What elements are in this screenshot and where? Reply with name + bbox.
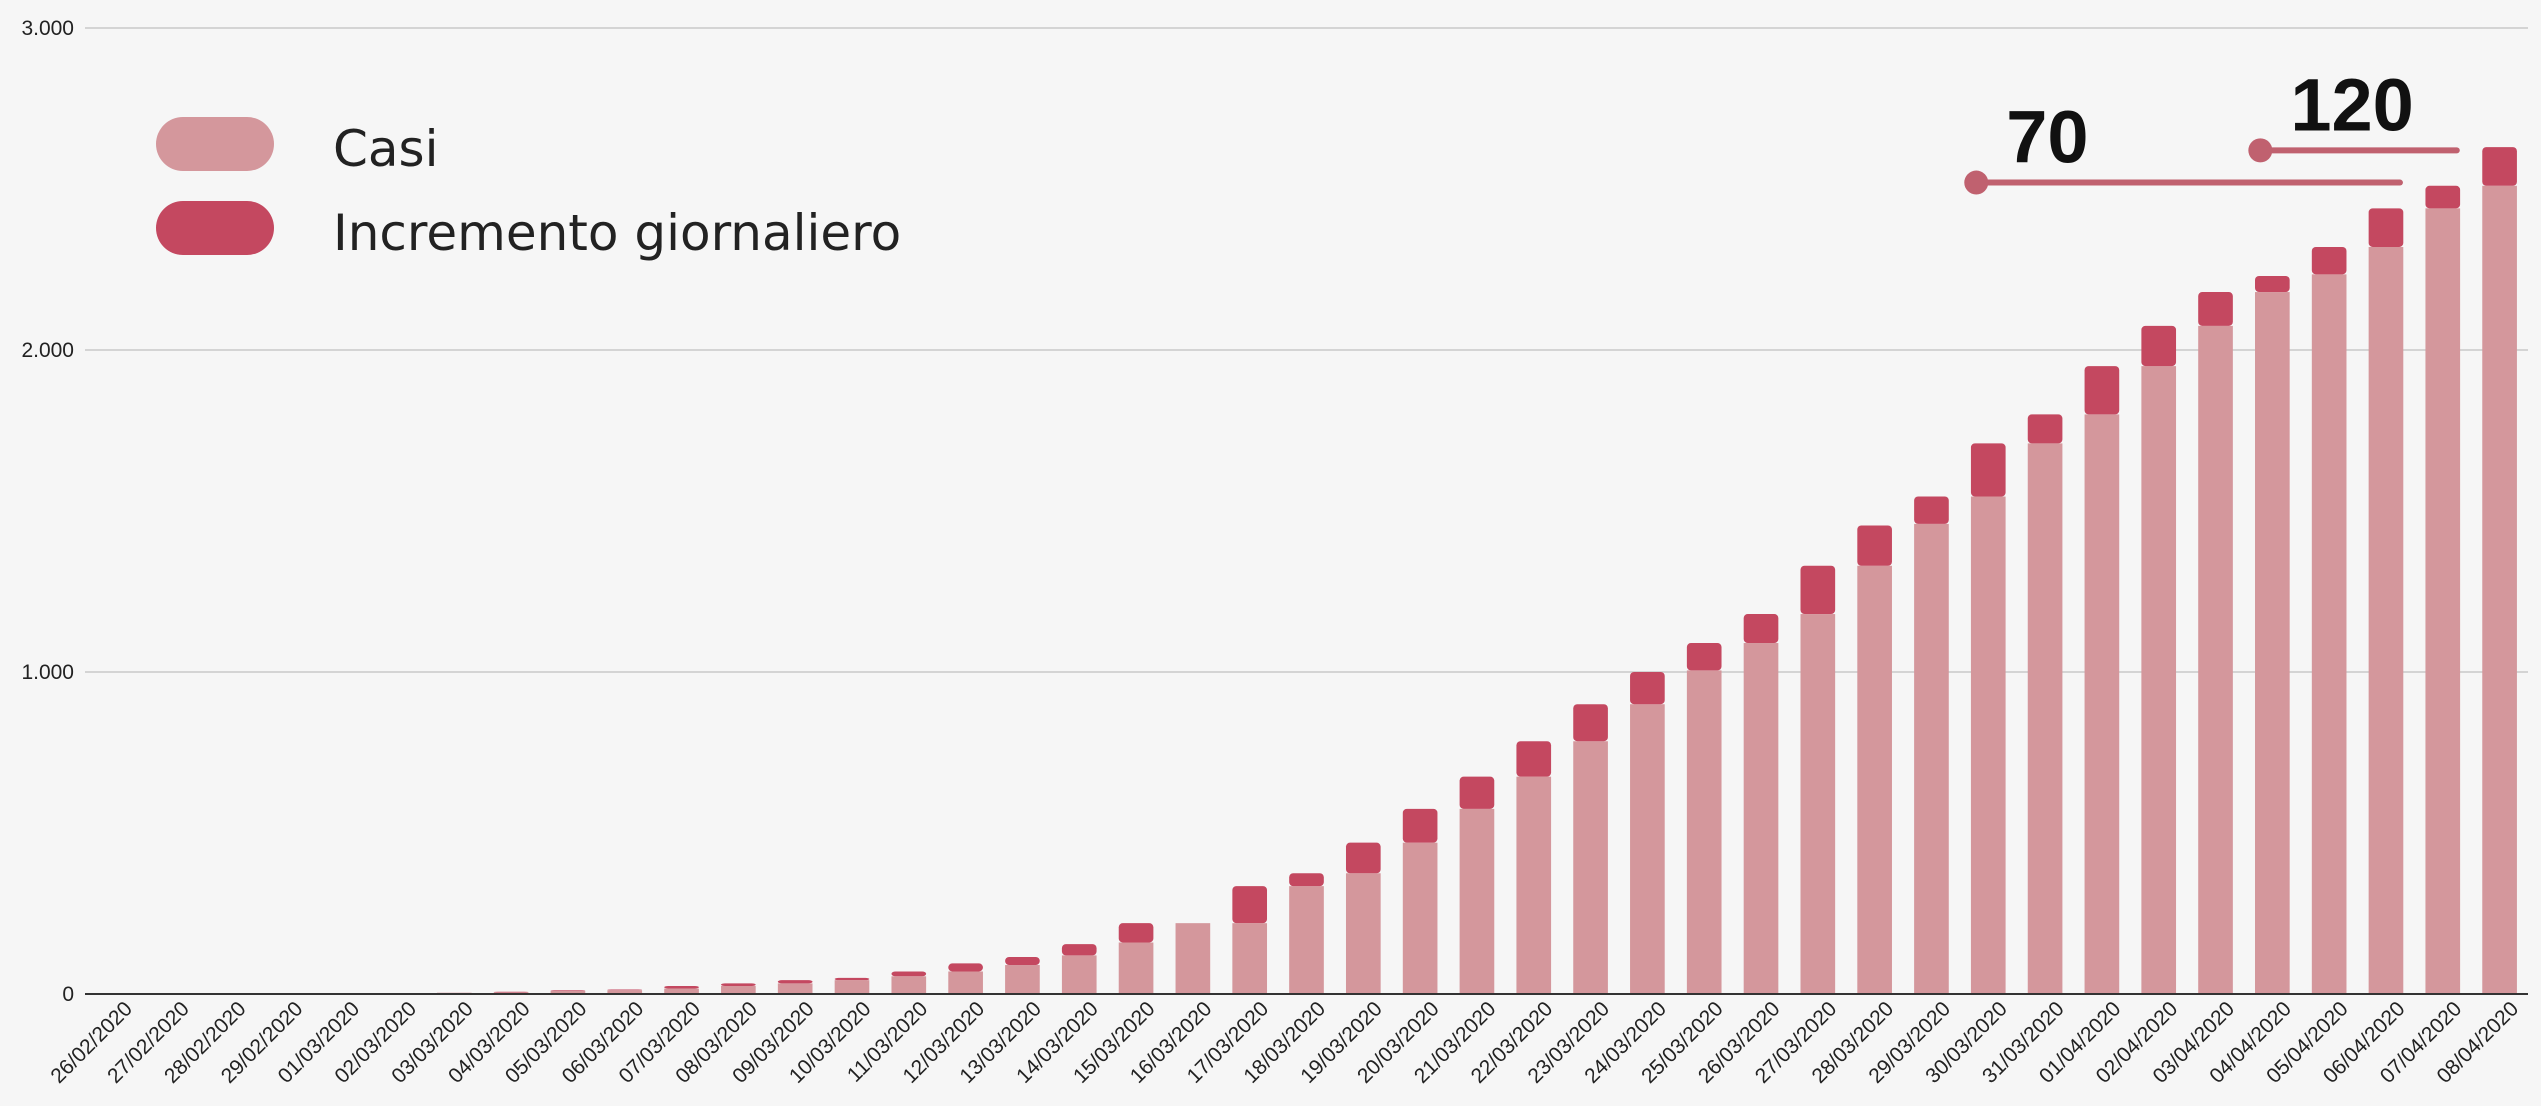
- bar-incremento: [891, 971, 927, 977]
- bar-incremento: [2311, 246, 2347, 275]
- bar-incremento: [1402, 808, 1438, 843]
- bar-casi: [2368, 246, 2404, 994]
- annotation-dot: [2248, 138, 2273, 163]
- bar-incremento: [1686, 643, 1722, 671]
- bar-incremento: [834, 977, 870, 981]
- bar-incremento: [1630, 672, 1665, 705]
- bar-casi: [607, 990, 643, 994]
- bar-casi: [1005, 965, 1040, 994]
- annotation-120: 120: [2248, 63, 2460, 163]
- bar-casi: [1175, 923, 1211, 994]
- bar-incremento: [1005, 956, 1040, 966]
- bar-incremento: [664, 985, 699, 989]
- bar-casi: [2311, 274, 2347, 995]
- annotation-layer: 70 120: [1964, 63, 2460, 195]
- bar-incremento: [493, 991, 529, 993]
- bar-incremento: [1345, 842, 1381, 874]
- legend-swatch-casi: [156, 117, 274, 171]
- bar-casi: [664, 988, 699, 994]
- bar-incremento: [2141, 325, 2177, 367]
- bar-casi: [1914, 523, 1949, 994]
- bar-incremento: [1118, 923, 1154, 943]
- grid-layer: 0 1.000 2.000 3.000: [21, 17, 2528, 1006]
- bar-incremento: [2084, 366, 2120, 415]
- bar-incremento: [1061, 944, 1097, 956]
- bar-casi: [1573, 741, 1608, 994]
- bar-incremento: [2027, 414, 2063, 444]
- y-tick-label: 2.000: [21, 339, 74, 362]
- bar-casi: [1402, 842, 1438, 994]
- bar-casi: [1743, 643, 1779, 994]
- bar-casi: [2255, 292, 2290, 994]
- legend-item-incremento: Incremento giornaliero: [156, 201, 901, 262]
- bar-casi: [891, 976, 927, 994]
- bar-incremento: [2368, 208, 2404, 247]
- bar-casi: [1118, 942, 1154, 994]
- bar-incremento: [1857, 525, 1892, 566]
- bar-casi: [777, 983, 813, 994]
- bar-casi: [721, 985, 756, 994]
- bar-incremento: [1516, 741, 1552, 777]
- bar-casi: [2198, 325, 2233, 995]
- bar-incremento: [777, 980, 813, 984]
- annotation-dot: [1964, 170, 1989, 195]
- bar-incremento: [1800, 565, 1836, 615]
- y-tick-label: 3.000: [21, 17, 74, 40]
- legend-item-casi: Casi: [156, 117, 439, 178]
- bar-casi: [2027, 443, 2063, 994]
- bar-casi: [1289, 886, 1324, 994]
- legend-label-incremento: Incremento giornaliero: [333, 204, 901, 262]
- bar-incremento: [607, 989, 643, 991]
- x-tick-layer: 26/02/202027/02/202028/02/202029/02/2020…: [46, 997, 2523, 1088]
- annotation-label: 120: [2290, 63, 2413, 146]
- bar-incremento: [2482, 147, 2517, 186]
- bar-incremento: [2255, 275, 2290, 293]
- bar-layer: [85, 147, 2528, 995]
- bar-casi: [1970, 496, 2006, 994]
- bar-incremento: [2198, 292, 2233, 326]
- bar-incremento: [1914, 496, 1949, 524]
- bar-casi: [1800, 614, 1836, 994]
- bar-casi: [2141, 366, 2177, 995]
- bar-incremento: [1573, 704, 1608, 742]
- bar-incremento: [1970, 443, 2006, 497]
- bar-casi: [948, 971, 983, 994]
- bar-casi: [834, 980, 870, 994]
- bar-incremento: [2425, 185, 2461, 209]
- y-tick-label: 0: [62, 983, 74, 1006]
- annotation-label: 70: [2006, 96, 2088, 179]
- bar-casi: [550, 990, 586, 994]
- bar-incremento: [948, 963, 983, 972]
- legend-swatch-incremento: [156, 201, 274, 255]
- bar-incremento: [1743, 614, 1779, 644]
- bar-incremento: [1232, 886, 1268, 924]
- bar-casi: [1686, 670, 1722, 994]
- legend-label-casi: Casi: [333, 120, 439, 178]
- bar-incremento: [721, 983, 756, 986]
- bar-casi: [2482, 185, 2517, 994]
- bar-casi: [1516, 776, 1552, 994]
- legend: Casi Incremento giornaliero: [156, 117, 901, 262]
- bar-casi: [1061, 955, 1097, 994]
- y-tick-label: 1.000: [21, 661, 74, 684]
- bar-casi: [2425, 208, 2461, 994]
- bar-casi: [1232, 923, 1268, 994]
- bar-incremento: [1289, 873, 1324, 887]
- annotation-70: 70: [1964, 96, 2403, 195]
- bar-casi: [2084, 414, 2120, 994]
- bar-casi: [1857, 565, 1892, 994]
- bar-casi: [1345, 873, 1381, 994]
- bar-incremento: [550, 990, 586, 991]
- bar-casi: [1459, 808, 1495, 994]
- bar-incremento: [1459, 776, 1495, 809]
- bar-casi: [1630, 704, 1665, 994]
